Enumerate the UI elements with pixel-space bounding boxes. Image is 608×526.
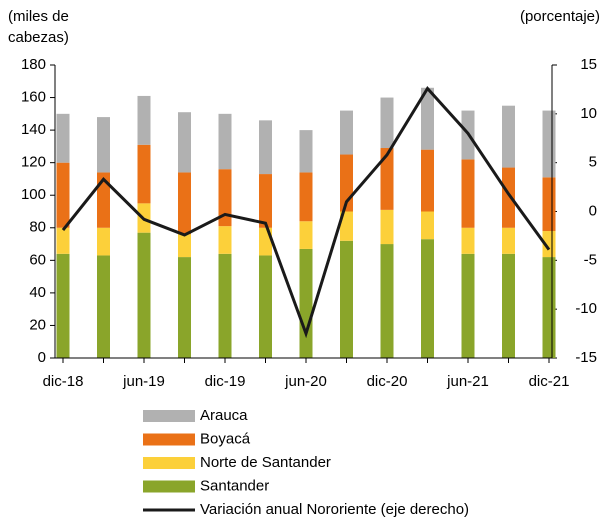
y2-tick-label: 5 <box>589 154 597 171</box>
bar-segment <box>340 240 353 358</box>
x-tick-label: jun-21 <box>446 373 489 390</box>
y-tick-label: 80 <box>29 219 46 236</box>
y2-tick-label: 15 <box>580 56 597 73</box>
bar-segment <box>421 211 434 240</box>
x-tick-label: jun-19 <box>122 373 165 390</box>
y2-tick-label: -15 <box>575 349 597 366</box>
bar-segment <box>299 248 313 358</box>
bar-segment <box>380 97 394 149</box>
y-axis-label: (miles de <box>8 8 69 25</box>
y2-tick-label: -10 <box>575 300 597 317</box>
bar-segment <box>97 172 110 228</box>
bar-segment <box>178 112 191 173</box>
y-tick-label: 160 <box>21 89 46 106</box>
x-tick-label: jun-20 <box>284 373 327 390</box>
y-tick-label: 140 <box>21 121 46 138</box>
bar-segment <box>178 172 191 235</box>
bar-segment <box>56 113 70 163</box>
bar-segment <box>461 159 475 228</box>
legend-swatch <box>143 457 195 469</box>
bar-segment <box>380 244 394 358</box>
legend-swatch <box>143 433 195 446</box>
y2-tick-label: 10 <box>580 105 597 122</box>
bar-segment <box>502 105 515 168</box>
bar-segment <box>137 144 151 204</box>
bar-segment <box>502 227 515 254</box>
bar-segment <box>56 162 70 228</box>
y-axis-label: cabezas) <box>8 29 69 46</box>
y-tick-label: 20 <box>29 316 46 333</box>
y-tick-label: 60 <box>29 251 46 268</box>
bar-segment <box>218 169 232 227</box>
bar-segment <box>299 130 313 173</box>
legend-label: Norte de Santander <box>200 454 331 471</box>
bar-segment <box>178 234 191 258</box>
y2-tick-label: -5 <box>584 251 597 268</box>
bar-segment <box>340 110 353 155</box>
bar-segment <box>137 232 151 358</box>
y-tick-label: 100 <box>21 186 46 203</box>
bar-segment <box>178 257 191 358</box>
bar-segment <box>461 227 475 254</box>
bar-segment <box>137 95 151 145</box>
legend-swatch <box>143 410 195 422</box>
bar-segment <box>259 255 272 358</box>
bar-segment <box>502 167 515 228</box>
bar-segment <box>97 255 110 358</box>
bar-segment <box>542 177 556 232</box>
bar-segment <box>97 117 110 173</box>
bar-segment <box>380 148 394 210</box>
bar-segment <box>56 227 70 254</box>
legend-label: Variación anual Nororiente (eje derecho) <box>200 501 469 518</box>
bar-segment <box>259 120 272 175</box>
legend-label: Boyacá <box>200 430 251 447</box>
y-tick-label: 180 <box>21 56 46 73</box>
bar-segment <box>97 227 110 256</box>
x-tick-label: dic-19 <box>205 373 246 390</box>
x-tick-label: dic-20 <box>367 373 408 390</box>
bar-segment <box>340 211 353 241</box>
bar-segment <box>542 110 556 178</box>
bar-segment <box>299 221 313 249</box>
x-tick-label: dic-18 <box>43 373 84 390</box>
y2-axis-label: (porcentaje) <box>520 8 600 25</box>
line <box>61 85 551 339</box>
bar-segment <box>259 174 272 228</box>
bar-segment <box>542 257 556 358</box>
bar-segment <box>218 253 232 358</box>
bar-segment <box>56 253 70 358</box>
bar-segment <box>502 253 515 358</box>
y-tick-label: 0 <box>38 349 46 366</box>
bar-segment <box>421 149 434 212</box>
y2-tick-label: 0 <box>589 202 597 219</box>
bar-segment <box>299 172 313 222</box>
bar-segment <box>421 239 434 358</box>
bar-segment <box>461 253 475 358</box>
y-tick-label: 40 <box>29 284 46 301</box>
bar-segment <box>218 226 232 254</box>
legend-label: Arauca <box>200 407 248 424</box>
bar-segment <box>218 113 232 170</box>
legend-swatch <box>143 480 195 493</box>
legend-label: Santander <box>200 477 269 494</box>
bar-segment <box>380 209 394 245</box>
bar-segment <box>421 87 434 150</box>
y-tick-label: 120 <box>21 154 46 171</box>
x-tick-label: dic-21 <box>529 373 570 390</box>
